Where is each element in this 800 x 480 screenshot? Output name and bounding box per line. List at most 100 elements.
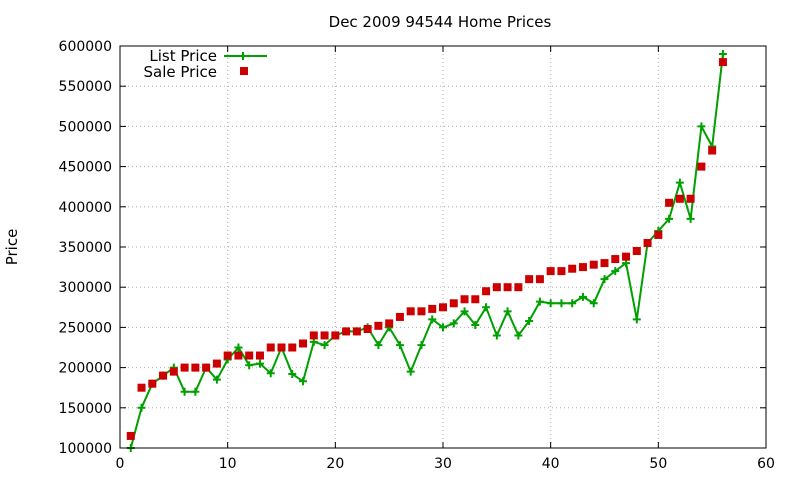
data-point-sale-price <box>622 252 631 261</box>
data-point-list-price <box>439 323 447 332</box>
data-point-list-price <box>374 341 383 350</box>
data-point-sale-price <box>320 331 329 340</box>
data-point-sale-price <box>471 295 480 304</box>
legend-label-list-price: List Price <box>149 47 217 65</box>
data-point-sale-price <box>245 351 254 360</box>
data-point-sale-price <box>191 363 200 372</box>
y-tick-label: 250000 <box>59 320 112 336</box>
data-point-list-price <box>482 303 491 312</box>
data-point-sale-price <box>406 307 415 316</box>
data-point-list-price <box>245 361 254 370</box>
data-point-sale-price <box>525 275 534 284</box>
y-tick-label: 300000 <box>59 280 112 296</box>
data-point-sale-price <box>665 198 674 207</box>
data-point-list-price <box>665 214 674 223</box>
data-point-list-price <box>697 122 706 131</box>
data-point-list-price <box>449 319 458 328</box>
data-point-sale-price <box>428 304 437 313</box>
data-point-list-price <box>503 307 512 316</box>
data-point-sale-price <box>255 351 264 360</box>
data-point-list-price <box>471 320 480 329</box>
data-point-list-price <box>675 178 684 187</box>
data-point-sale-price <box>546 267 555 276</box>
data-point-list-price <box>428 315 437 324</box>
data-point-sale-price <box>309 331 318 340</box>
grid-lines <box>120 46 766 448</box>
legend-label-sale-price: Sale Price <box>144 63 217 81</box>
x-tick-label: 60 <box>757 456 775 472</box>
y-tick-label: 500000 <box>59 119 112 135</box>
plot-frame <box>119 45 767 449</box>
data-point-sale-price <box>395 312 404 321</box>
data-point-sale-price <box>654 230 663 239</box>
data-point-sale-price <box>417 307 426 316</box>
data-point-sale-price <box>708 146 717 155</box>
data-point-sale-price <box>697 162 706 171</box>
data-point-list-price <box>180 387 189 396</box>
data-point-sale-price <box>686 194 695 203</box>
data-point-list-price <box>535 297 544 306</box>
y-tick-label: 200000 <box>59 361 112 377</box>
data-point-list-price <box>266 369 275 378</box>
data-point-list-price <box>557 299 566 308</box>
data-point-sale-price <box>159 371 168 380</box>
y-tick-label: 450000 <box>59 160 112 176</box>
y-tick-label: 150000 <box>59 401 112 417</box>
data-point-sale-price <box>363 325 372 334</box>
data-point-list-price <box>320 341 329 350</box>
data-point-list-price <box>514 331 523 340</box>
data-point-sale-price <box>600 259 609 268</box>
axis-ticks: 0 10 20 30 40 50 60 100000 150000 200000 250000 300… <box>59 39 775 472</box>
data-point-sale-price <box>449 299 458 308</box>
data-point-sale-price <box>374 321 383 330</box>
data-point-sale-price <box>234 351 243 360</box>
data-point-sale-price <box>718 58 727 67</box>
data-point-list-price <box>632 315 641 324</box>
data-point-sale-price <box>180 363 189 372</box>
data-point-list-price <box>288 370 297 379</box>
data-point-sale-price <box>223 351 232 360</box>
data-point-sale-price <box>137 383 146 392</box>
y-tick-label: 100000 <box>59 441 112 457</box>
x-tick-label: 30 <box>434 456 452 472</box>
data-point-list-price <box>589 299 598 308</box>
data-point-sale-price <box>643 238 652 247</box>
data-point-list-price <box>600 275 609 284</box>
chart-title: Dec 2009 94544 Home Prices <box>329 13 552 31</box>
x-tick-label: 50 <box>649 456 667 472</box>
data-point-sale-price <box>342 327 351 336</box>
data-point-sale-price <box>331 331 340 340</box>
data-point-list-price <box>525 316 534 325</box>
y-tick-label: 550000 <box>59 79 112 95</box>
data-point-list-price <box>460 307 469 316</box>
data-point-sale-price <box>385 319 394 328</box>
y-tick-label: 400000 <box>59 200 112 216</box>
data-point-sale-price <box>514 283 523 292</box>
data-point-sale-price <box>492 283 501 292</box>
data-point-sale-price <box>202 363 211 372</box>
x-tick-label: 10 <box>219 456 237 472</box>
data-point-list-price <box>234 343 243 352</box>
data-point-list-price <box>686 214 695 223</box>
data-point-list-price <box>212 375 221 384</box>
data-point-sale-price <box>460 295 469 304</box>
data-point-sale-price <box>212 359 221 368</box>
data-point-list-price <box>417 341 426 350</box>
data-point-list-price <box>137 403 146 412</box>
plot-series <box>126 50 727 452</box>
data-point-list-price <box>578 292 587 301</box>
data-point-sale-price <box>535 275 544 284</box>
data-point-list-price <box>546 299 555 308</box>
data-point-sale-price <box>288 343 297 352</box>
x-tick-label: 20 <box>326 456 344 472</box>
data-point-sale-price <box>169 367 178 376</box>
legend-marker-sale-price <box>240 67 248 75</box>
data-point-sale-price <box>632 247 641 256</box>
x-tick-label: 40 <box>542 456 560 472</box>
data-point-sale-price <box>503 283 512 292</box>
data-point-sale-price <box>578 263 587 272</box>
data-point-sale-price <box>148 379 157 388</box>
x-tick-label: 0 <box>116 456 125 472</box>
data-point-list-price <box>395 341 404 350</box>
